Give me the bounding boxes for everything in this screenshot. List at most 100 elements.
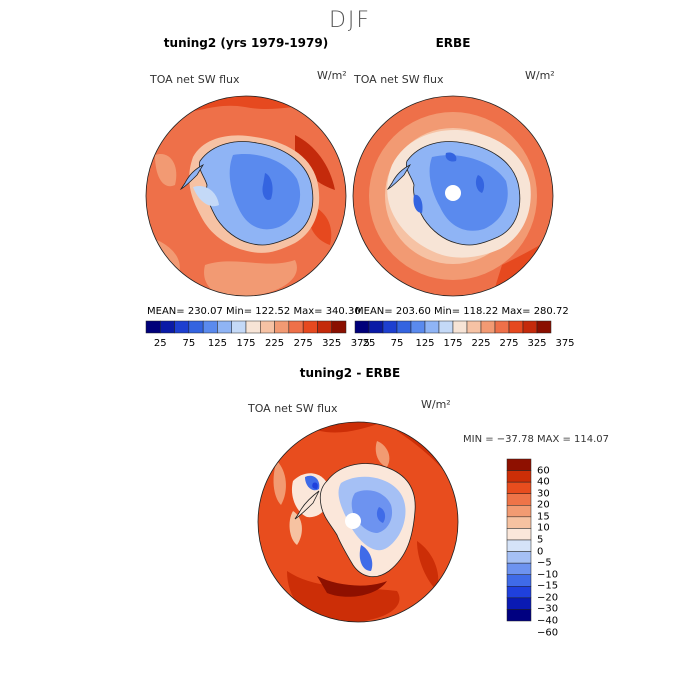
colorbar-tick-label: −5	[537, 557, 552, 569]
colorbar-swatch	[354, 320, 370, 334]
colorbar-swatch	[506, 551, 532, 564]
colorbar-swatch	[438, 320, 454, 334]
colorbar-swatch	[260, 320, 275, 334]
right-panel-units: W/m²	[525, 69, 555, 82]
colorbar-tick-label: 125	[415, 338, 435, 349]
colorbar-swatch	[317, 320, 332, 334]
colorbar-tick-label: −60	[537, 627, 559, 639]
ocean-patch	[289, 511, 302, 545]
right-panel-variable: TOA net SW flux	[354, 73, 444, 86]
ocean-patch	[295, 135, 335, 190]
right-panel-title: ERBE	[435, 36, 471, 50]
colorbar-tick-label: 225	[471, 338, 491, 349]
map-erbe	[352, 95, 554, 297]
colorbar-swatch	[368, 320, 384, 334]
figure-suptitle: DJF	[328, 8, 372, 33]
colorbar-tick-label: −20	[537, 592, 559, 604]
ocean-patch	[375, 441, 390, 467]
colorbar-swatch	[506, 458, 532, 471]
colorbar-swatch	[506, 539, 532, 552]
colorbar-swatch	[160, 320, 175, 334]
antarctic-peninsula	[386, 164, 412, 191]
colorbar-swatch	[302, 320, 318, 334]
antarctic-peninsula	[179, 164, 205, 191]
colorbar-tick-label: 10	[537, 522, 550, 534]
left-panel-title: tuning2 (yrs 1979-1979)	[163, 36, 329, 50]
pale-region	[291, 473, 330, 518]
colorbar-tick-label: 225	[265, 338, 285, 349]
colorbar-difference	[506, 458, 532, 622]
colorbar-swatch	[536, 320, 552, 334]
colorbar-swatch	[231, 320, 247, 334]
colorbar-swatch	[188, 320, 204, 334]
colorbar-swatch	[506, 470, 532, 483]
bottom-panel-units: W/m²	[421, 398, 451, 411]
colorbar-swatch	[506, 481, 532, 494]
antarctica-dark	[475, 175, 485, 193]
colorbar-tick-label: 275	[499, 338, 519, 349]
colorbar-tick-label: 325	[322, 338, 342, 349]
colorbar-tick-label: 0	[537, 546, 544, 558]
colorbar-tick-label: −40	[537, 615, 559, 627]
colorbar-tick-label: −10	[537, 569, 559, 581]
colorbar-tick-label: 5	[537, 534, 544, 546]
colorbar-swatch	[288, 320, 304, 334]
colorbar-swatch	[522, 320, 538, 334]
colorbar-swatch	[217, 320, 232, 334]
antarctica-dark	[445, 152, 457, 162]
colorbar-swatch	[382, 320, 398, 334]
ocean-patch	[204, 260, 297, 296]
colorbar-tick-label: −30	[537, 603, 559, 615]
bottom-panel-stats: MIN = −37.78 MAX = 114.07	[463, 434, 610, 445]
colorbar-swatch	[452, 320, 468, 334]
weddell-pale	[193, 185, 219, 207]
polar-hole	[345, 513, 361, 529]
colorbar-tick-label: 60	[537, 465, 550, 477]
colorbar-tick-label: 375	[555, 338, 575, 349]
colorbar-tick-label: 175	[236, 338, 256, 349]
colorbar-tick-label: 30	[537, 488, 550, 500]
colorbar-swatch	[145, 320, 161, 334]
colorbar-tick-label: 325	[527, 338, 547, 349]
colorbar-swatch	[245, 320, 261, 334]
colorbar-swatch	[331, 320, 347, 334]
colorbar-swatch	[506, 528, 532, 541]
colorbar-tick-label: 375	[350, 338, 370, 349]
left-panel-units: W/m²	[317, 69, 347, 82]
colorbar-swatch	[202, 320, 218, 334]
antarctica-blue-4	[376, 507, 386, 523]
antarctica-blue-3	[359, 545, 373, 571]
antarctica-dark	[413, 194, 423, 213]
colorbar-swatch	[506, 586, 532, 599]
ocean-patch	[417, 541, 439, 591]
ocean-patch	[287, 571, 400, 622]
colorbar-swatch	[424, 320, 440, 334]
colorbar-swatch	[506, 562, 532, 575]
blue-blob	[312, 482, 318, 489]
colorbar-tick-label: 40	[537, 476, 550, 488]
colorbar-tick-label: 275	[293, 338, 313, 349]
colorbar-swatch	[274, 320, 290, 334]
colorbar-tick-label: 20	[537, 499, 550, 511]
colorbar-swatch	[506, 609, 532, 622]
ocean-patch	[273, 461, 286, 505]
colorbar-left	[145, 320, 347, 334]
colorbar-swatch	[466, 320, 482, 334]
antarctic-peninsula	[294, 490, 320, 520]
colorbar-swatch	[410, 320, 426, 334]
colorbar-right	[354, 320, 552, 334]
colorbar-swatch	[506, 597, 532, 610]
colorbar-tick-label: 75	[390, 338, 404, 349]
colorbar-swatch	[506, 516, 532, 529]
right-panel-stats: MEAN= 203.60 Min= 118.22 Max= 280.72	[355, 306, 569, 317]
colorbar-tick-label: 175	[443, 338, 463, 349]
colorbar-swatch	[506, 574, 532, 587]
colorbar-tick-label: 125	[207, 338, 227, 349]
colorbar-swatch	[494, 320, 510, 334]
map-tuning2	[145, 95, 347, 297]
colorbar-swatch	[506, 505, 532, 518]
bottom-panel-title: tuning2 - ERBE	[299, 366, 401, 380]
colorbar-tick-label: 25	[153, 338, 167, 349]
antarctica-core-dark	[262, 173, 273, 200]
polar-hole	[445, 185, 461, 201]
